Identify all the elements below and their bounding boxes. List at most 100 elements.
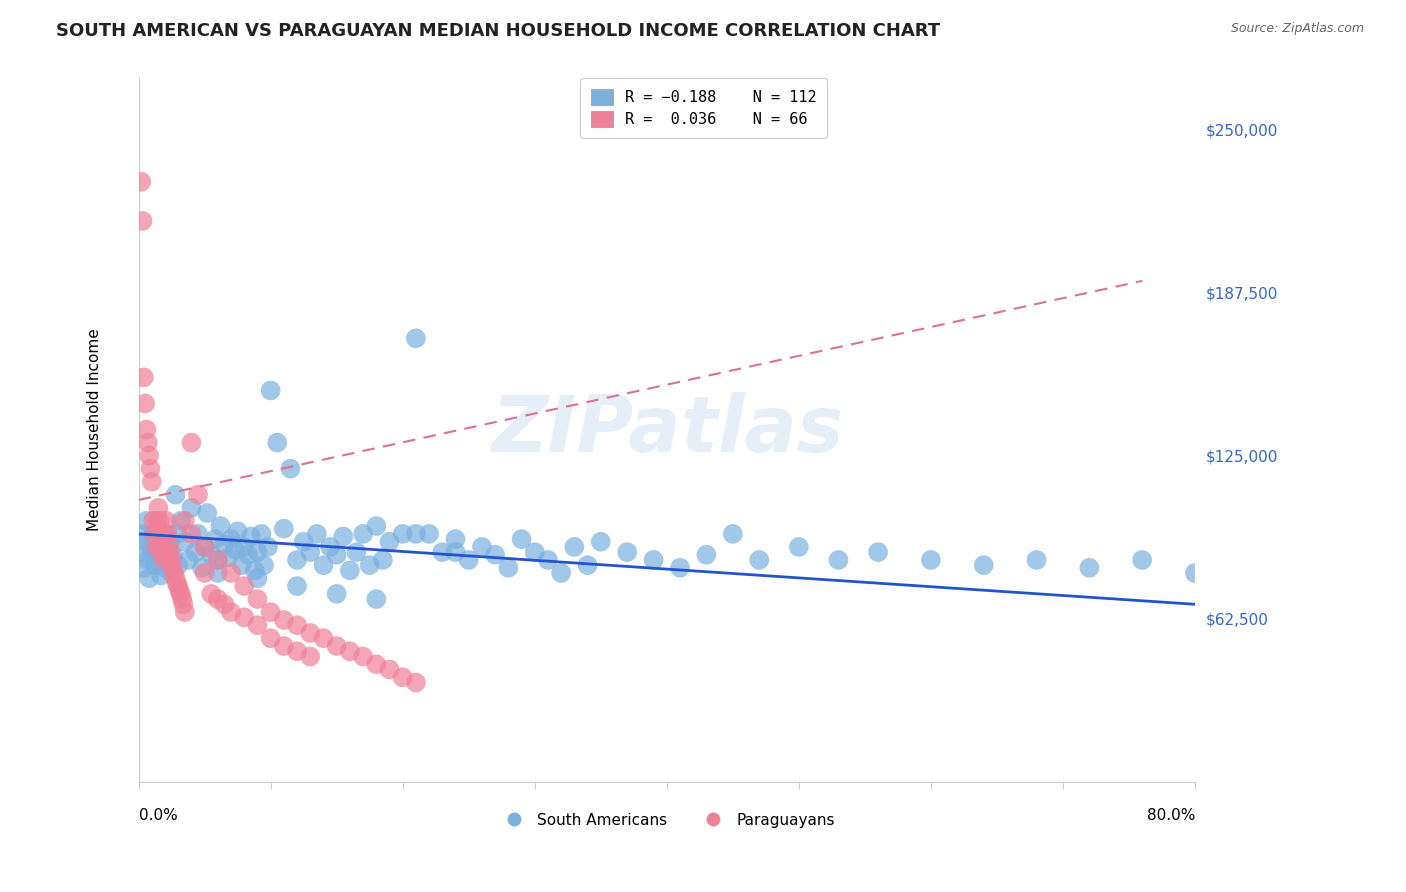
Point xyxy=(131,214,153,228)
Point xyxy=(207,592,229,607)
Point xyxy=(187,488,209,502)
Point xyxy=(134,396,156,410)
Point xyxy=(253,558,276,573)
Point xyxy=(246,592,269,607)
Point xyxy=(172,592,194,607)
Point xyxy=(359,558,381,573)
Point xyxy=(136,553,159,567)
Point xyxy=(141,475,163,489)
Point xyxy=(135,514,157,528)
Point xyxy=(207,553,229,567)
Point xyxy=(132,561,155,575)
Point xyxy=(305,527,328,541)
Point xyxy=(325,639,347,653)
Point xyxy=(149,514,172,528)
Point xyxy=(214,597,236,611)
Point xyxy=(418,527,440,541)
Point xyxy=(143,527,166,541)
Point xyxy=(132,370,155,384)
Point xyxy=(180,500,202,515)
Point xyxy=(285,553,308,567)
Point xyxy=(214,537,236,551)
Point xyxy=(259,631,281,645)
Point xyxy=(498,561,520,575)
Point xyxy=(299,545,322,559)
Point xyxy=(444,532,467,546)
Legend: South Americans, Paraguayans: South Americans, Paraguayans xyxy=(494,806,841,834)
Point xyxy=(273,522,295,536)
Point xyxy=(136,435,159,450)
Point xyxy=(134,534,156,549)
Point xyxy=(1130,553,1153,567)
Point xyxy=(217,550,239,565)
Point xyxy=(243,563,266,577)
Point xyxy=(150,540,173,554)
Point xyxy=(194,540,217,554)
Point xyxy=(166,576,188,591)
Point xyxy=(207,566,229,580)
Point xyxy=(173,514,195,528)
Point xyxy=(169,584,191,599)
Point xyxy=(187,527,209,541)
Point xyxy=(146,514,169,528)
Point xyxy=(391,527,413,541)
Point xyxy=(391,670,413,684)
Point xyxy=(920,553,942,567)
Point xyxy=(285,618,308,632)
Point xyxy=(332,529,354,543)
Point xyxy=(180,435,202,450)
Point xyxy=(312,631,335,645)
Point xyxy=(135,423,157,437)
Text: Source: ZipAtlas.com: Source: ZipAtlas.com xyxy=(1230,22,1364,36)
Point xyxy=(200,548,222,562)
Point xyxy=(219,532,242,546)
Point xyxy=(170,514,193,528)
Point xyxy=(170,587,193,601)
Point xyxy=(160,553,183,567)
Point xyxy=(231,558,253,573)
Point xyxy=(219,605,242,619)
Point xyxy=(152,553,174,567)
Point xyxy=(246,571,269,585)
Point xyxy=(173,605,195,619)
Point xyxy=(194,540,217,554)
Point xyxy=(200,587,222,601)
Point xyxy=(163,566,186,580)
Point xyxy=(194,566,217,580)
Point xyxy=(165,488,187,502)
Point xyxy=(238,548,260,562)
Point xyxy=(366,592,388,607)
Point xyxy=(155,514,177,528)
Point xyxy=(371,553,394,567)
Point xyxy=(280,461,302,475)
Point xyxy=(129,175,152,189)
Point xyxy=(827,553,849,567)
Point xyxy=(204,532,226,546)
Point xyxy=(142,527,165,541)
Point xyxy=(153,527,176,541)
Point xyxy=(141,548,163,562)
Point xyxy=(138,449,160,463)
Point xyxy=(352,649,374,664)
Point xyxy=(233,610,256,624)
Point xyxy=(616,545,638,559)
Point xyxy=(787,540,810,554)
Point xyxy=(1184,566,1206,580)
Point xyxy=(273,639,295,653)
Point xyxy=(145,540,167,554)
Point xyxy=(172,597,194,611)
Point xyxy=(219,566,242,580)
Point xyxy=(346,545,368,559)
Point xyxy=(1078,561,1101,575)
Point xyxy=(589,534,612,549)
Point xyxy=(471,540,494,554)
Point xyxy=(339,563,361,577)
Point xyxy=(150,545,173,559)
Text: ZIPatlas: ZIPatlas xyxy=(491,392,844,467)
Point xyxy=(129,527,152,541)
Point xyxy=(195,506,218,520)
Point xyxy=(173,534,195,549)
Point xyxy=(152,550,174,565)
Point xyxy=(224,542,246,557)
Point xyxy=(246,618,269,632)
